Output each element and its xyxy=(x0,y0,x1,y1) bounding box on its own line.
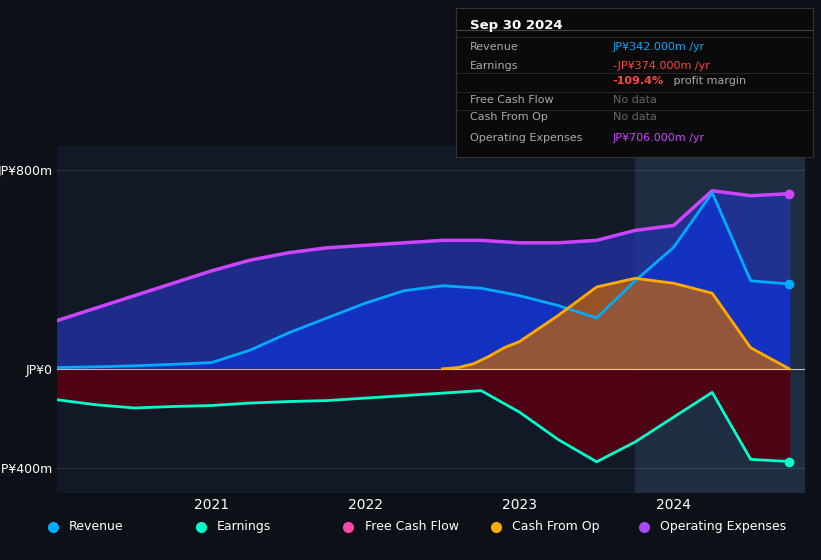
Text: Revenue: Revenue xyxy=(470,42,519,52)
Text: Earnings: Earnings xyxy=(470,60,518,71)
Text: Free Cash Flow: Free Cash Flow xyxy=(470,95,553,105)
Bar xyxy=(635,146,805,493)
Text: No data: No data xyxy=(612,95,657,105)
Text: JP¥342.000m /yr: JP¥342.000m /yr xyxy=(612,42,705,52)
Text: Earnings: Earnings xyxy=(217,520,271,533)
Text: Operating Expenses: Operating Expenses xyxy=(660,520,787,533)
Text: -JP¥374.000m /yr: -JP¥374.000m /yr xyxy=(612,60,709,71)
Text: JP¥706.000m /yr: JP¥706.000m /yr xyxy=(612,133,705,142)
Text: Cash From Op: Cash From Op xyxy=(512,520,600,533)
Text: profit margin: profit margin xyxy=(670,76,746,86)
Text: -109.4%: -109.4% xyxy=(612,76,664,86)
Text: No data: No data xyxy=(612,113,657,123)
Text: Cash From Op: Cash From Op xyxy=(470,113,548,123)
Text: Revenue: Revenue xyxy=(69,520,124,533)
Text: Operating Expenses: Operating Expenses xyxy=(470,133,582,142)
Text: Sep 30 2024: Sep 30 2024 xyxy=(470,19,562,32)
Text: Free Cash Flow: Free Cash Flow xyxy=(365,520,459,533)
